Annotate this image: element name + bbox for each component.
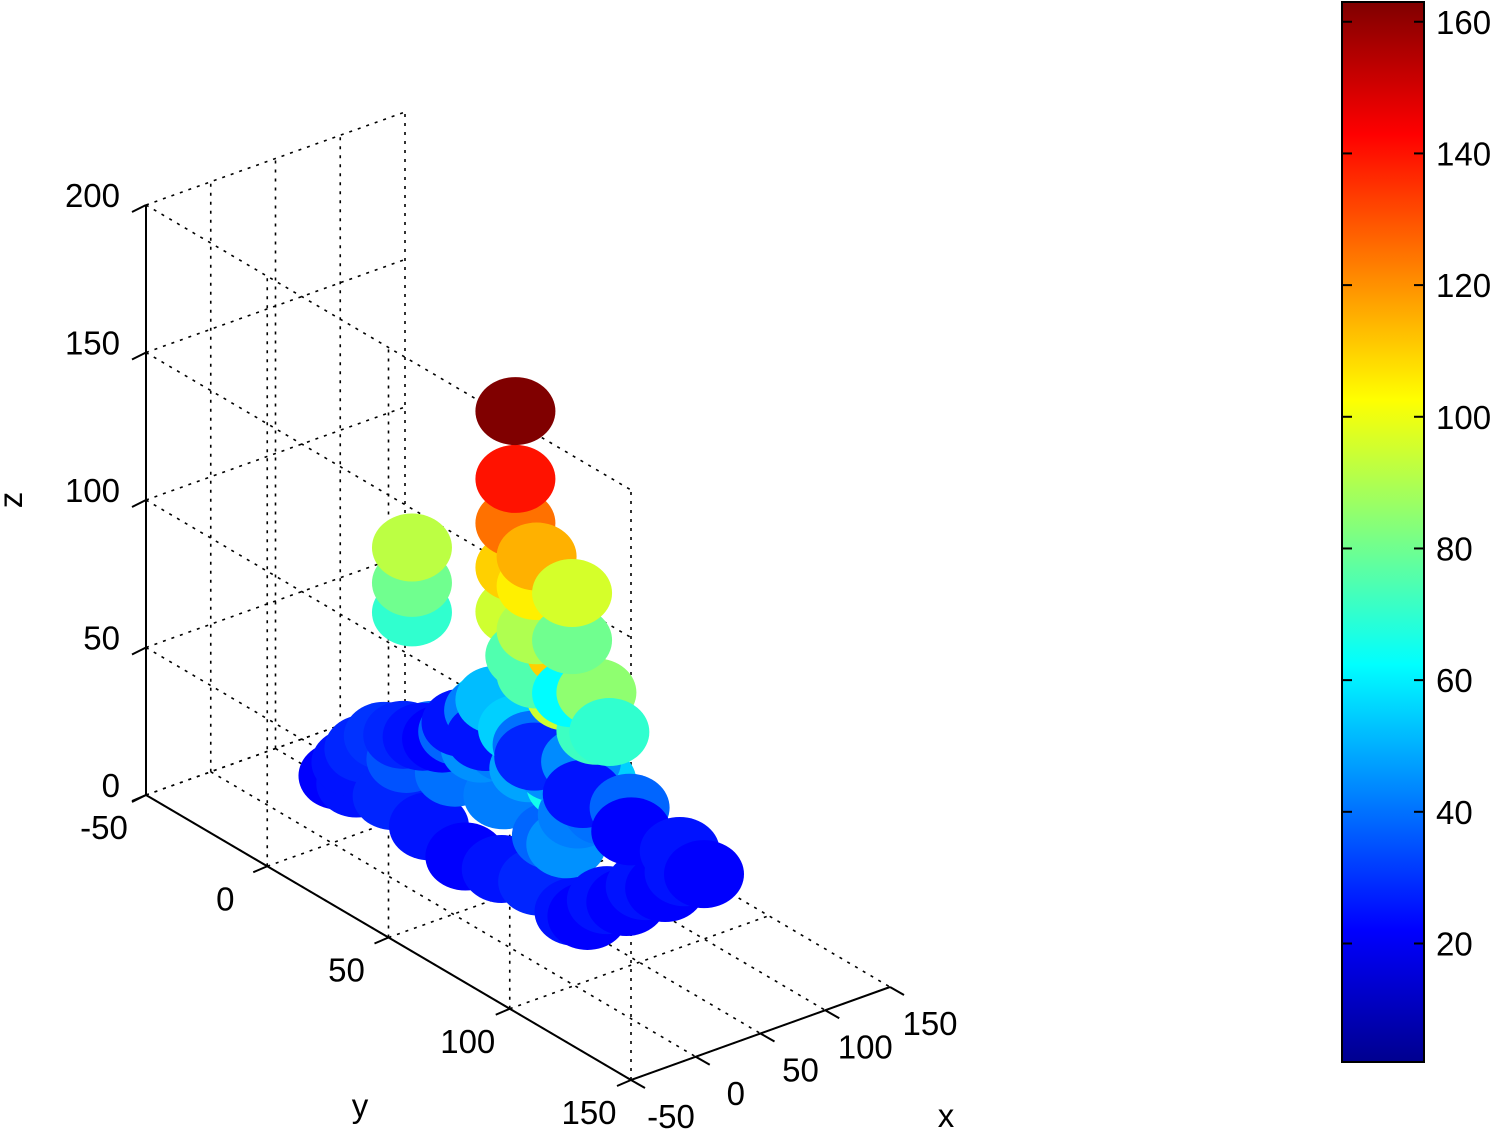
y-tick [374, 936, 389, 945]
z-tick [131, 204, 147, 213]
x-tick-label: 50 [782, 1052, 819, 1089]
data-point [532, 558, 613, 627]
y-tick [616, 1079, 632, 1087]
z-tick [131, 646, 147, 656]
grid-line [145, 204, 632, 491]
y-tick-label: 150 [561, 1094, 616, 1131]
x-tick-label: 150 [902, 1005, 957, 1042]
grid-line [145, 111, 406, 206]
z-tick [131, 351, 147, 361]
colorbar-tick-label: 40 [1436, 794, 1473, 831]
data-point [664, 840, 744, 909]
y-tick [495, 1007, 511, 1016]
grid-line [509, 914, 770, 1010]
x-tick [695, 1055, 711, 1066]
y-tick-label: -50 [80, 809, 128, 846]
colorbar-tick-label: 140 [1436, 135, 1491, 172]
colorbar: 20 40 60 80 100 120 140 160 [1341, 1, 1491, 1063]
colorbar-tick-label: 160 [1436, 4, 1491, 41]
grid-line [145, 553, 406, 649]
data-point [371, 513, 452, 582]
grid-line [145, 258, 406, 354]
y-axis-label: y [352, 1087, 369, 1124]
colorbar-tick-label: 100 [1436, 399, 1491, 436]
y-tick [252, 865, 268, 874]
y-tick-label: 100 [440, 1023, 495, 1060]
z-axis-label: z [0, 492, 29, 509]
data-points [298, 377, 744, 950]
z-tick-label: 50 [83, 620, 120, 657]
grid-line [145, 701, 406, 796]
y-tick-label: 0 [216, 880, 234, 917]
x-axis-label: x [938, 1097, 955, 1132]
data-point [532, 606, 613, 675]
data-point [475, 377, 556, 446]
x-tick [760, 1032, 775, 1043]
colorbar-bar [1341, 1, 1425, 1063]
x-tick-label: 100 [838, 1028, 893, 1065]
grid-line [145, 406, 406, 501]
z-tick-label: 200 [65, 177, 120, 214]
z-tick-label: 150 [65, 325, 120, 362]
axes-frame [131, 204, 905, 1089]
colorbar-tick-label: 20 [1436, 925, 1473, 962]
data-point [475, 444, 556, 513]
z-tick-label: 0 [102, 767, 120, 804]
z-tick [131, 499, 147, 508]
colorbar-tick-label: 80 [1436, 530, 1473, 567]
x-tick-label: -50 [647, 1098, 695, 1132]
z-tick-label: 100 [65, 472, 120, 509]
colorbar-tick-label: 60 [1436, 662, 1473, 699]
x-tick [630, 1079, 646, 1089]
x-tick-label: 0 [727, 1075, 745, 1112]
z-tick [131, 794, 147, 803]
grid-line [210, 771, 697, 1058]
x-tick [824, 1009, 840, 1020]
data-point [569, 698, 650, 767]
x-tick [889, 986, 905, 996]
colorbar-tick-label: 120 [1436, 267, 1491, 304]
y-tick-label: 50 [328, 952, 365, 989]
